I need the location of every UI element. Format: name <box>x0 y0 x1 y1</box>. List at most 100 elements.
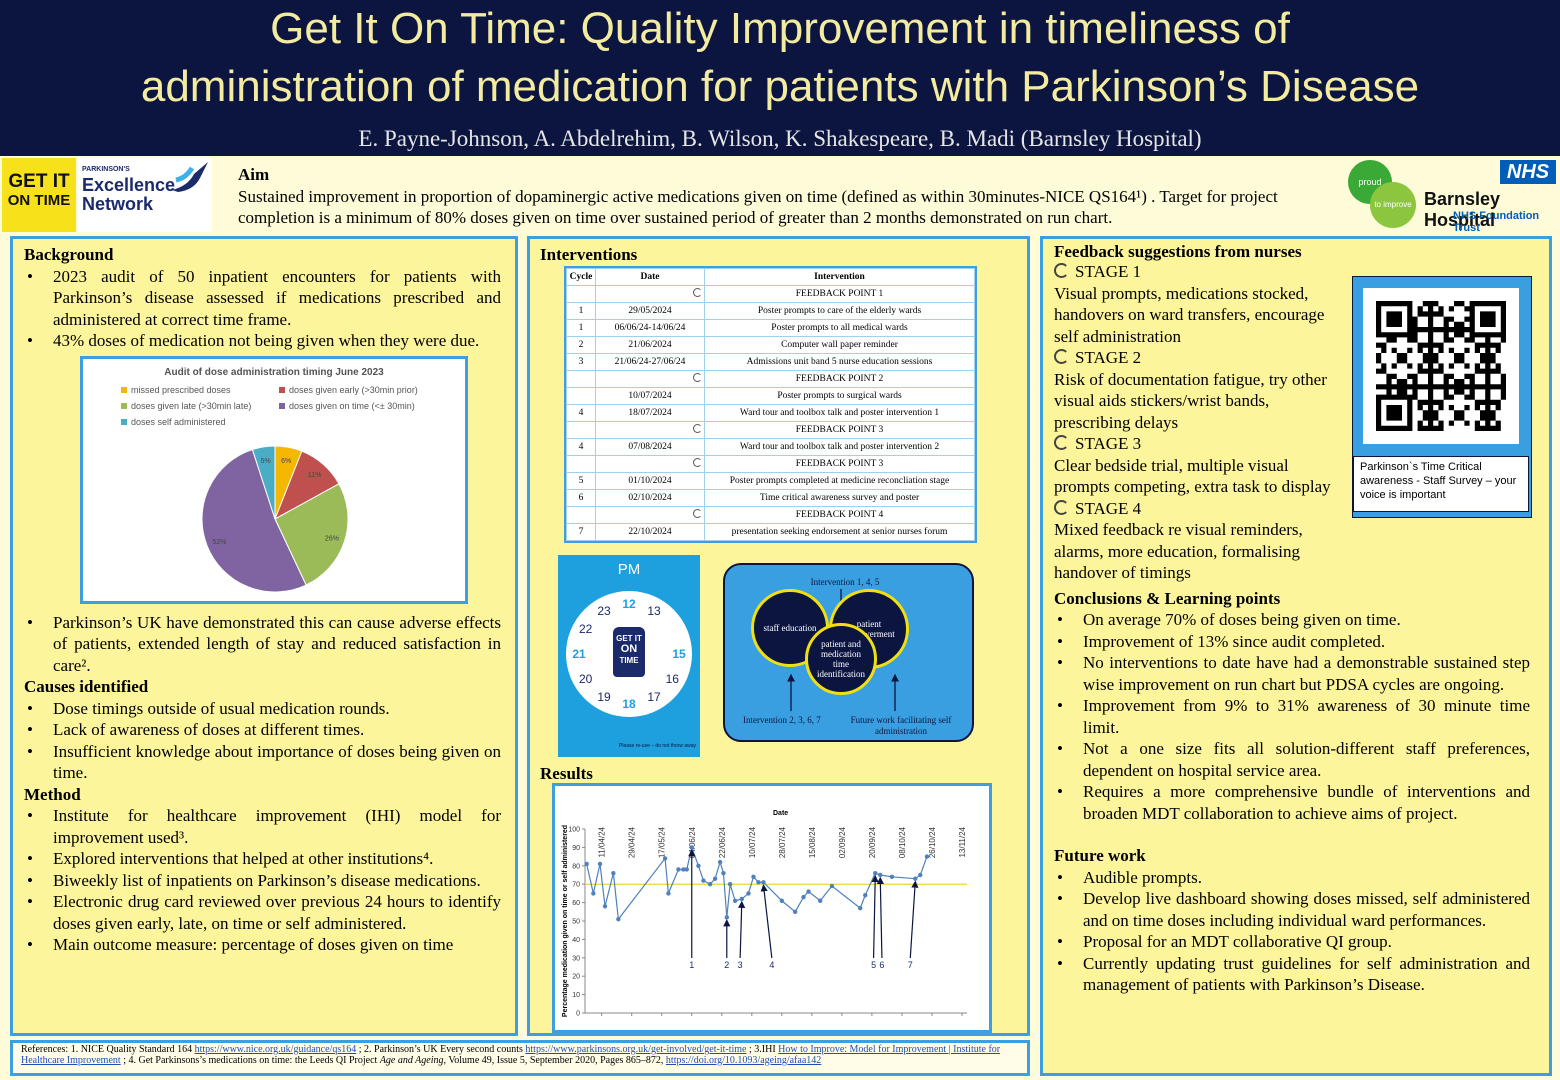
x-tick-label: 15/08/24 <box>808 826 817 858</box>
y-tick-label: 70 <box>572 882 580 889</box>
table-row: FEEDBACK POINT 2 <box>566 370 975 388</box>
hospital-name: Barnsley Hospital <box>1424 189 1501 230</box>
data-point <box>689 845 694 850</box>
stages: STAGE 1 Visual prompts, medications stock… <box>1054 261 1346 584</box>
table-row: 6 02/10/2024 Time critical awareness surve… <box>566 489 975 507</box>
pen-swoosh <box>172 162 208 192</box>
data-point <box>756 880 761 885</box>
intervention-cell: Time critical awareness survey and poste… <box>704 489 975 507</box>
y-tick-label: 90 <box>572 845 580 852</box>
reference-link: How to Improve: Model for Improvement | … <box>21 1044 1001 1066</box>
stage-text: Mixed feedback re visual reminders, alar… <box>1054 520 1303 582</box>
intervention-cell: Ward tour and toolbox talk and poster in… <box>704 404 975 422</box>
bullet-list: Audible prompts.Develop live dashboard s… <box>1054 867 1530 996</box>
table-row: FEEDBACK POINT 3 <box>566 421 975 439</box>
slice-label: 6% <box>281 458 291 465</box>
date-cell: 01/10/2024 <box>595 472 705 490</box>
intervention-cell: Computer wall paper reminder <box>704 336 975 354</box>
x-tick-label: 28/07/24 <box>778 826 787 858</box>
slice-label: 5% <box>261 457 271 464</box>
left-panel: Background 2023 audit of 50 inpatient en… <box>10 236 518 1036</box>
annotation-arrow <box>760 884 773 959</box>
bottle-text: ON <box>620 643 638 655</box>
legend-label: doses given early (>30min prior) <box>289 385 418 395</box>
y-tick-label: 10 <box>572 992 580 999</box>
section-heading: Future work <box>1054 846 1146 865</box>
data-point <box>616 916 621 922</box>
data-point <box>676 867 681 872</box>
intervention-cell: Poster prompts to care of the elderly wa… <box>704 302 975 320</box>
table-header: Cycle Date Intervention <box>566 268 975 286</box>
clock-hour: 19 <box>597 690 611 705</box>
cell <box>595 455 705 473</box>
feedback-icon <box>693 288 702 297</box>
data-point <box>751 874 756 880</box>
date-cell: 10/07/2024 <box>595 387 705 405</box>
data-point <box>701 878 706 883</box>
data-point <box>918 872 923 878</box>
qr-modules <box>1376 301 1506 431</box>
survey-caption: Parkinson`s Time Critical awareness - St… <box>1353 456 1529 512</box>
diagram: Intervention 1, 4, 5 staff education patie… <box>723 563 974 742</box>
x-tick-label: 22/06/24 <box>718 826 727 858</box>
bullet-item: Main outcome measure: percentage of dose… <box>27 934 501 956</box>
qr-code <box>1363 288 1519 444</box>
section-heading: Conclusions & Learning points <box>1054 588 1281 608</box>
data-point <box>696 863 701 868</box>
stage-text: Clear bedside trial, multiple visual pro… <box>1054 455 1331 497</box>
reference-text: ; 2. Parkinson’s UK Every second counts <box>356 1044 526 1055</box>
annotation-label: 1 <box>689 960 694 970</box>
clock-hour: 20 <box>579 672 593 686</box>
legend-label: doses given late (>30min late) <box>131 401 251 411</box>
pie-slice <box>201 448 307 592</box>
slice-label: 52% <box>212 539 226 546</box>
clock-hour: 22 <box>579 622 593 636</box>
data-point <box>863 893 868 898</box>
pen-text: Excellence <box>82 175 176 195</box>
x-tick-label: 08/10/24 <box>898 826 907 858</box>
intervention-cell: Poster prompts to surgical wards <box>704 387 975 405</box>
header: Get It On Time: Quality Improvement in t… <box>0 0 1560 156</box>
bullet-item: Improvement from 9% to 31% awareness of … <box>1057 695 1530 738</box>
data-point <box>924 854 930 859</box>
chart-title: Audit of dose administration timing June… <box>164 367 384 378</box>
diagram-label: Intervention 1, 4, 5 <box>810 577 880 587</box>
cell <box>595 285 705 303</box>
bullet-item: 2023 audit of 50 inpatient encounters fo… <box>27 266 501 331</box>
section-heading: Background <box>24 245 114 264</box>
stage-label: STAGE 2 <box>1054 347 1346 369</box>
authors: E. Payne-Johnson, A. Abdelrehim, B. Wils… <box>358 126 1202 151</box>
data-point <box>684 867 689 872</box>
trust-name: NHS Foundation Trust <box>1453 210 1540 234</box>
data-point <box>889 874 895 880</box>
diagram-label: Intervention 2, 3, 6, 7 <box>743 715 821 725</box>
slice-label: 26% <box>325 535 339 542</box>
data-point <box>739 896 745 902</box>
cycle-cell: 7 <box>566 523 596 541</box>
legend-swatch <box>121 418 127 425</box>
pie-slice <box>274 482 349 586</box>
date-cell: 07/08/2024 <box>595 438 705 456</box>
reference-link: https://doi.org/10.1093/ageing/afaa142 <box>665 1054 822 1066</box>
y-tick-label: 30 <box>572 955 580 962</box>
column-header: Cycle <box>566 268 596 286</box>
bullet-item: Insufficient knowledge about importance … <box>27 741 501 784</box>
middle-panel: Interventions Cycle Date Intervention FEEDB… <box>527 236 1030 1036</box>
bullet-item: Develop live dashboard showing doses mis… <box>1057 888 1530 931</box>
bullet-list: Parkinson’s UK have demonstrated this ca… <box>24 612 501 677</box>
intervention-cell: Poster prompts to all medical wards <box>704 319 975 337</box>
table-row: 1 06/06/24-14/06/24 Poster prompts to all … <box>566 319 975 337</box>
column-header: Intervention <box>704 268 975 286</box>
data-point <box>761 880 766 885</box>
reference-link: https://www.nice.org.uk/guidance/qs164 <box>194 1044 357 1055</box>
cell <box>595 506 705 524</box>
stage-text: Risk of documentation fatigue, try other… <box>1054 369 1327 432</box>
data-point <box>878 872 883 878</box>
cell <box>566 506 596 524</box>
table-row: 1 29/05/2024 Poster prompts to care of the… <box>566 302 975 320</box>
pie-chart: Audit of dose administration timing June… <box>121 367 418 592</box>
bullet-item: On average 70% of doses being given on t… <box>1057 609 1530 631</box>
pen-logo: PARKINSON'S Excellence Network <box>78 158 212 232</box>
aim-text: Sustained improvement in proportion of d… <box>238 187 1278 227</box>
y-tick-label: 80 <box>572 863 580 870</box>
